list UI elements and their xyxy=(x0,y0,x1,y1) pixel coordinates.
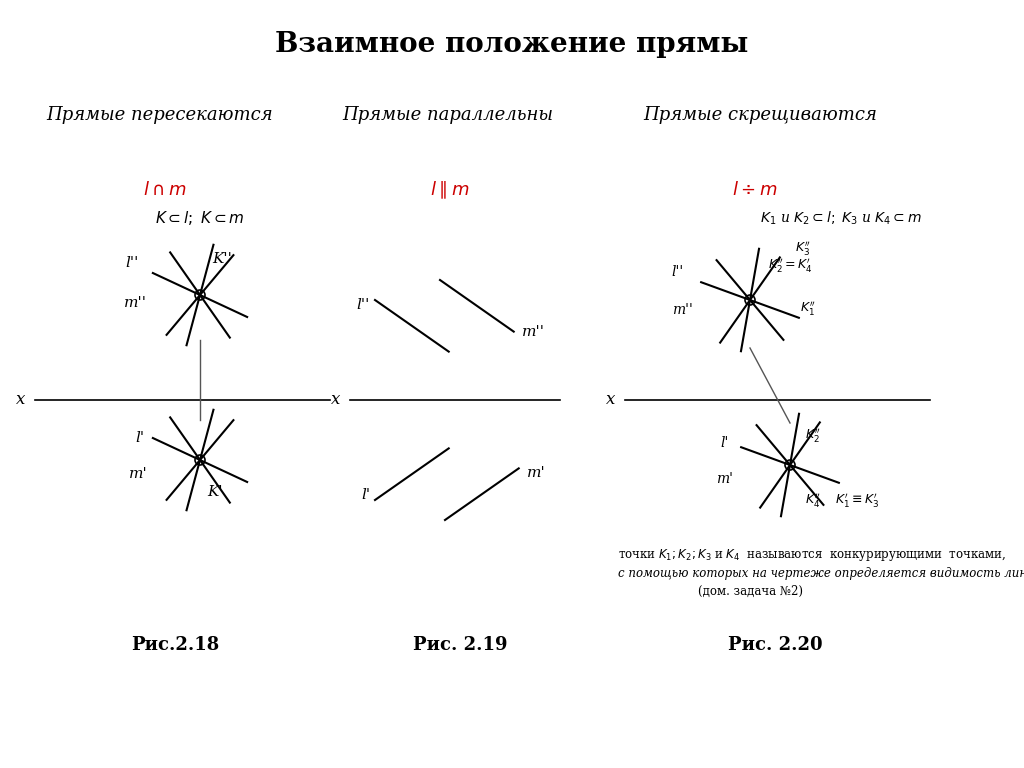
Text: K': K' xyxy=(207,485,223,499)
Text: Прямые скрещиваются: Прямые скрещиваются xyxy=(643,106,877,124)
Text: Рис. 2.19: Рис. 2.19 xyxy=(413,636,507,654)
Text: $l \cap m$: $l \cap m$ xyxy=(143,181,186,199)
Text: $K \subset l;\; K \subset m$: $K \subset l;\; K \subset m$ xyxy=(155,209,245,227)
Text: $K_1' \equiv K_3'$: $K_1' \equiv K_3'$ xyxy=(835,491,880,509)
Text: $K_2''=K_4'$: $K_2''=K_4'$ xyxy=(768,256,813,274)
Text: $K_4''$: $K_4''$ xyxy=(805,491,821,509)
Text: Рис. 2.20: Рис. 2.20 xyxy=(728,636,822,654)
Text: x: x xyxy=(331,392,340,409)
Text: l': l' xyxy=(360,488,370,502)
Text: Прямые пересекаются: Прямые пересекаются xyxy=(47,106,273,124)
Text: m'': m'' xyxy=(672,303,692,317)
Text: l'': l'' xyxy=(672,265,684,279)
Text: Взаимное положение прямы: Взаимное положение прямы xyxy=(275,31,749,58)
Text: $K_2''$: $K_2''$ xyxy=(805,426,821,444)
Text: Прямые параллельны: Прямые параллельны xyxy=(342,106,554,124)
Text: x: x xyxy=(605,392,615,409)
Text: x: x xyxy=(15,392,25,409)
Text: (дом. задача №2): (дом. задача №2) xyxy=(698,584,803,598)
Text: точки $K_1; K_2; K_3$ и $K_4$  называются  конкурирующими  точками,: точки $K_1; K_2; K_3$ и $K_4$ называются… xyxy=(618,547,1007,563)
Text: m': m' xyxy=(129,467,147,481)
Text: $K_1$ и $K_2 \subset l;\; K_3$ и $K_4 \subset m$: $K_1$ и $K_2 \subset l;\; K_3$ и $K_4 \s… xyxy=(760,210,922,227)
Text: m'': m'' xyxy=(521,325,545,339)
Text: l': l' xyxy=(135,431,144,445)
Text: l'': l'' xyxy=(125,256,138,270)
Text: $l \parallel m$: $l \parallel m$ xyxy=(430,179,470,200)
Text: m'': m'' xyxy=(124,296,146,310)
Text: l': l' xyxy=(721,436,729,450)
Text: Рис.2.18: Рис.2.18 xyxy=(131,636,219,654)
Text: K'': K'' xyxy=(212,252,232,266)
Text: $K_3''$: $K_3''$ xyxy=(795,239,811,257)
Text: $K_1''$: $K_1''$ xyxy=(800,299,816,317)
Text: m': m' xyxy=(717,472,733,486)
Text: с помощью которых на чертеже определяется видимость линий: с помощью которых на чертеже определяетс… xyxy=(618,567,1024,580)
Text: $l \div m$: $l \div m$ xyxy=(732,181,777,199)
Text: l'': l'' xyxy=(356,298,370,312)
Text: m': m' xyxy=(526,466,546,480)
